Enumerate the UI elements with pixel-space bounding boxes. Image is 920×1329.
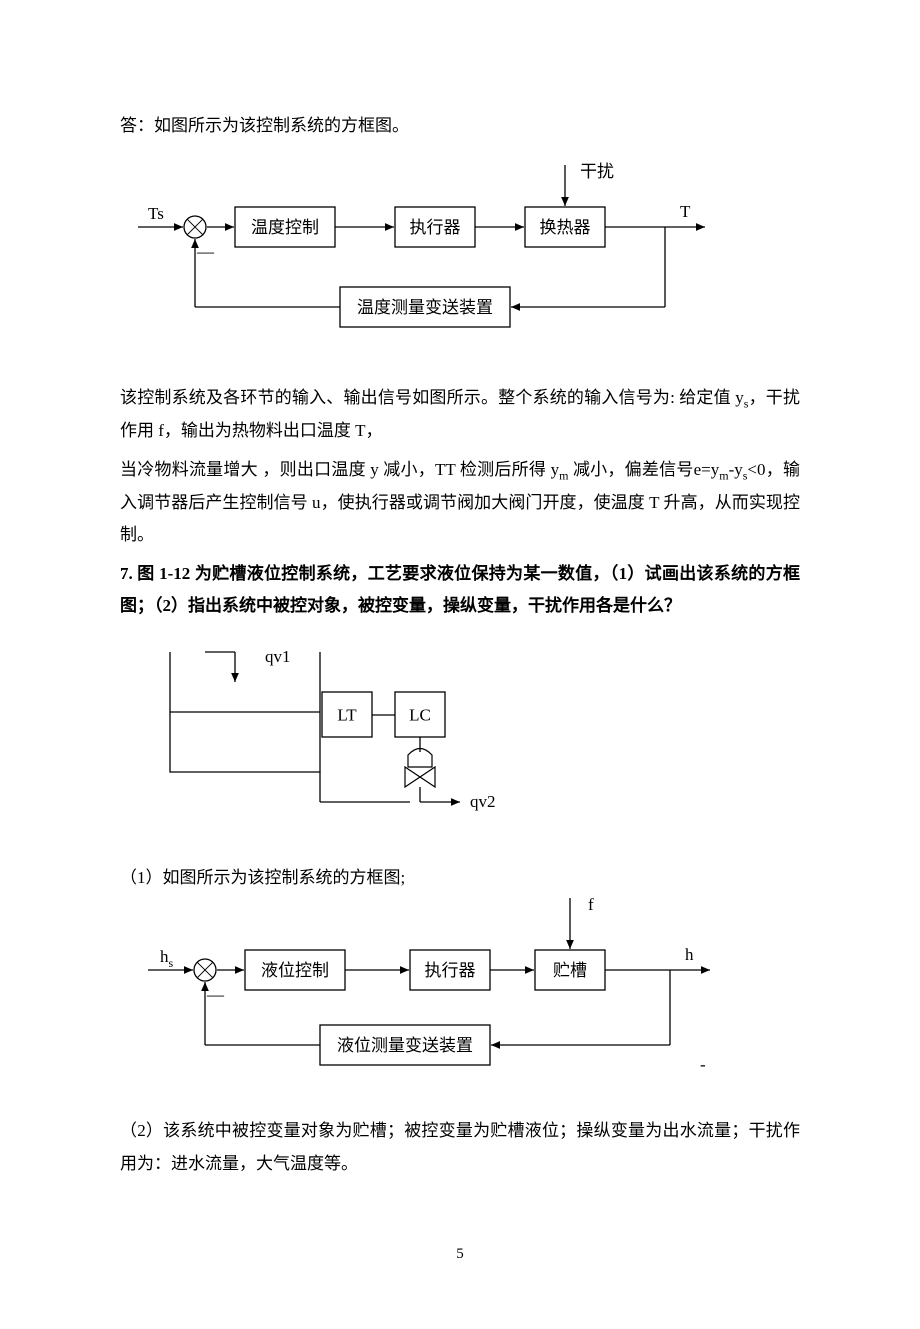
paragraph-1: 该控制系统及各环节的输入、输出信号如图所示。整个系统的输入信号为: 给定值 ys…: [120, 382, 800, 447]
block-diagram-1-svg: Ts — 温度控制 执行器 换热器 干扰 T 温度测量变送装置: [120, 157, 750, 357]
svg-text:hs: hs: [160, 947, 174, 970]
svg-text:qv2: qv2: [470, 792, 496, 811]
svg-text:液位控制: 液位控制: [261, 961, 329, 980]
answer-1: （1）如图所示为该控制系统的方框图;: [120, 862, 405, 894]
paragraph-2: 当冷物料流量增大 ，则出口温度 y 减小，TT 检测后所得 y m 减小，偏差信号…: [120, 454, 800, 552]
svg-text:—: —: [206, 985, 225, 1004]
svg-text:LC: LC: [409, 706, 431, 725]
p2-sub2: m: [719, 468, 728, 482]
svg-text:h: h: [685, 945, 694, 964]
svg-text:—: —: [196, 242, 215, 261]
svg-text:干扰: 干扰: [580, 162, 614, 181]
svg-text:qv1: qv1: [265, 647, 291, 666]
page-number: 5: [120, 1240, 800, 1269]
p1-text: 该控制系统及各环节的输入、输出信号如图所示。整个系统的输入信号为: 给定值 y: [120, 388, 744, 407]
diagram-2: qv1 LT LC qv2: [150, 637, 800, 837]
question-7: 7. 图 1-12 为贮槽液位控制系统，工艺要求液位保持为某一数值，（1）试画出…: [120, 558, 800, 623]
svg-text:LT: LT: [337, 706, 357, 725]
svg-text:温度控制: 温度控制: [251, 218, 319, 237]
svg-text:贮槽: 贮槽: [553, 961, 587, 980]
diagram-3: hs — 液位控制 执行器 贮槽 f h 液位测量变送装置 -: [120, 890, 800, 1090]
svg-text:换热器: 换热器: [540, 218, 591, 237]
svg-text:执行器: 执行器: [425, 961, 476, 980]
block-diagram-3-svg: hs — 液位控制 执行器 贮槽 f h 液位测量变送装置 -: [120, 890, 750, 1090]
p2-text: 当冷物料流量增大 ，则出口温度 y 减小，TT 检测后所得 y: [120, 460, 559, 479]
p2-c1: 减小，偏差信号e=y: [568, 460, 719, 479]
answer-intro: 答：如图所示为该控制系统的方框图。: [120, 110, 800, 142]
svg-text:T: T: [680, 202, 691, 221]
p2-c2: -y: [729, 460, 743, 479]
svg-text:执行器: 执行器: [410, 218, 461, 237]
svg-text:液位测量变送装置: 液位测量变送装置: [337, 1036, 473, 1055]
pid-diagram-svg: qv1 LT LC qv2: [150, 637, 550, 837]
svg-text:-: -: [700, 1055, 706, 1074]
diagram-1: Ts — 温度控制 执行器 换热器 干扰 T 温度测量变送装置: [120, 157, 800, 357]
svg-text:f: f: [588, 895, 594, 914]
answer-2: （2）该系统中被控变量对象为贮槽；被控变量为贮槽液位；操纵变量为出水流量；干扰作…: [120, 1115, 800, 1180]
svg-text:Ts: Ts: [148, 204, 164, 223]
svg-text:温度测量变送装置: 温度测量变送装置: [357, 298, 493, 317]
